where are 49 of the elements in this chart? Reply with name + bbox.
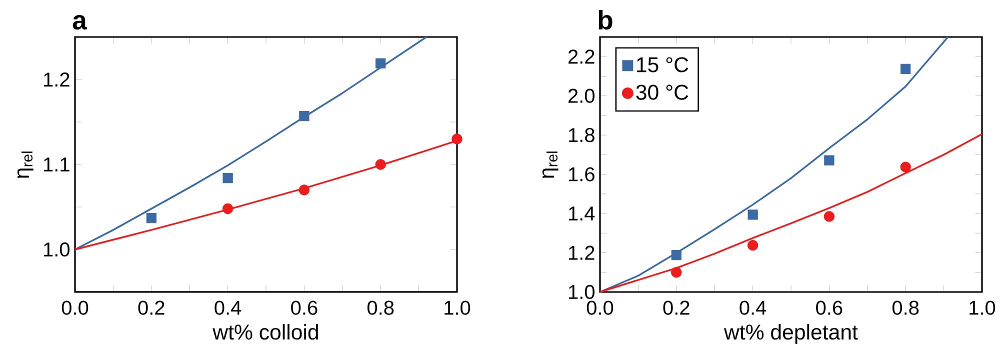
point: [824, 155, 834, 166]
line-series: [599, 36, 949, 293]
point: [298, 184, 310, 196]
point: [222, 173, 233, 184]
point: [299, 110, 310, 122]
x-tick-label: 1.0: [444, 300, 470, 315]
point: [376, 58, 386, 68]
point: [146, 212, 156, 224]
x-tick-label: 0.8: [367, 300, 394, 315]
chart-title: a: [72, 15, 88, 30]
x-tick-label: 0.6: [816, 300, 842, 315]
point: [375, 159, 386, 170]
point: [452, 134, 462, 144]
line-series: [74, 36, 428, 250]
point: [900, 162, 911, 172]
y-tick-label: 1.2: [569, 246, 594, 260]
y-tick-label: 1.8: [569, 128, 594, 142]
line-series: [599, 133, 983, 293]
point: [222, 203, 234, 214]
x-tick-label: 0.2: [138, 300, 164, 315]
point: [747, 240, 758, 251]
x-tick-label: 1.0: [970, 300, 996, 315]
point: [671, 267, 682, 278]
x-tick-label: 0.4: [214, 300, 242, 315]
y-tick-label: 1.1: [44, 158, 70, 172]
y-axis-title: η$_{rel}$: [542, 152, 558, 178]
point: [824, 211, 835, 222]
x-axis-title: wt% colloid: [212, 324, 318, 340]
y-axis-title: η$_{rel}$: [17, 152, 34, 178]
y-tick-label: 1.2: [44, 72, 70, 86]
y-tick-label: 1.4: [569, 206, 595, 220]
point: [748, 210, 758, 220]
x-tick-label: 0.2: [663, 300, 690, 315]
point: [900, 64, 911, 74]
y-tick-label: 1.0: [569, 284, 594, 300]
y-tick-label: 1.0: [44, 242, 70, 257]
y-tick-label: 2.2: [568, 50, 594, 64]
y-tick-label: 1.6: [569, 167, 594, 182]
chart-title: b: [598, 10, 612, 30]
x-tick-label: 0.4: [740, 300, 766, 315]
point: [671, 250, 682, 260]
y-tick-label: 2.0: [568, 88, 594, 103]
x-tick-label: 0.8: [892, 300, 919, 315]
x-tick-label: 0.6: [291, 300, 318, 315]
x-tick-label: 0.0: [586, 300, 614, 315]
legend-label: 15 °C: [637, 57, 688, 72]
x-axis-title: wt% depletant: [724, 324, 858, 344]
legend-label: 30 °C: [636, 84, 688, 100]
x-tick-label: 0.0: [62, 300, 88, 315]
